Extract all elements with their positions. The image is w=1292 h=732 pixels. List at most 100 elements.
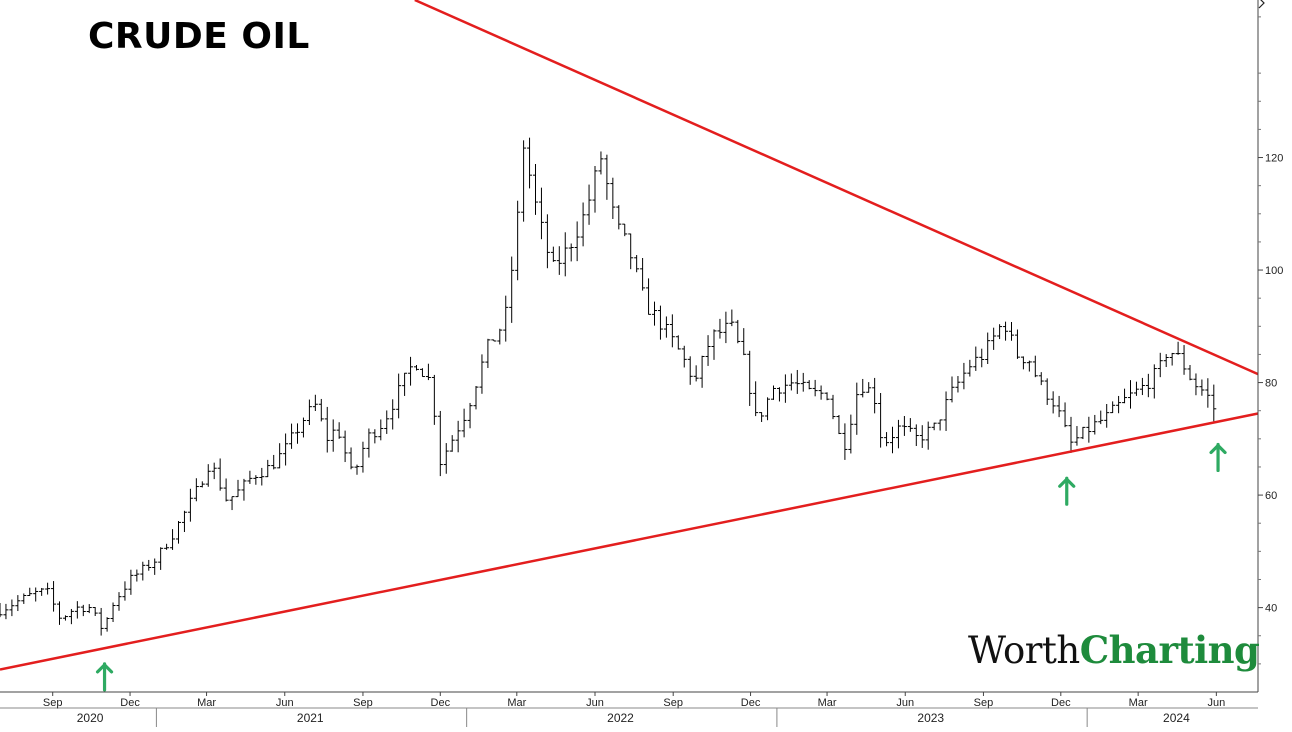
- logo-word-worth: Worth: [968, 629, 1080, 672]
- ohlc-bar: [604, 154, 610, 200]
- ohlc-bar: [735, 319, 741, 344]
- ohlc-bar: [68, 608, 74, 625]
- ohlc-bar: [15, 595, 21, 612]
- y-tick-label: 40: [1265, 603, 1277, 615]
- ohlc-bar: [134, 569, 140, 582]
- ohlc-bar: [1157, 352, 1163, 378]
- ohlc-bar: [80, 604, 86, 617]
- up-arrow-icon: [1058, 476, 1076, 506]
- ohlc-bar: [1098, 410, 1104, 425]
- ohlc-bar: [890, 426, 895, 454]
- ohlc-bar: [568, 243, 574, 262]
- ohlc-bar: [652, 301, 657, 326]
- ohlc-bar: [669, 314, 675, 348]
- ohlc-bar: [324, 406, 330, 453]
- ohlc-bar: [931, 422, 937, 431]
- x-tick-label: Mar: [1129, 697, 1148, 709]
- ohlc-bar: [663, 316, 669, 338]
- ohlc-bar: [491, 339, 497, 342]
- ohlc-bar: [104, 617, 110, 632]
- ohlc-bar: [98, 607, 104, 636]
- ohlc-bar: [199, 481, 205, 488]
- ohlc-bar: [9, 599, 15, 617]
- ohlc-bar: [586, 184, 592, 225]
- ohlc-bar: [836, 415, 842, 435]
- ohlc-bar: [1038, 372, 1044, 386]
- ohlc-bar: [402, 372, 408, 396]
- x-tick-label: Dec: [1051, 697, 1071, 709]
- ohlc-bar: [271, 454, 277, 470]
- ohlc-bar: [765, 397, 771, 421]
- ohlc-bar: [348, 447, 354, 470]
- ohlc-bar: [57, 601, 62, 625]
- ohlc-bar: [1003, 321, 1009, 341]
- ohlc-bar: [1163, 354, 1169, 368]
- ohlc-bar: [533, 164, 538, 215]
- x-tick-label: Sep: [353, 697, 373, 709]
- ohlc-bar: [675, 335, 681, 350]
- ohlc-bar: [223, 478, 229, 502]
- ohlc-bar: [610, 177, 616, 219]
- ohlc-bar: [884, 432, 890, 447]
- ohlc-bar: [687, 356, 693, 385]
- ohlc-bar: [3, 603, 9, 620]
- ohlc-bar: [949, 376, 955, 403]
- ohlc-bar: [277, 443, 283, 469]
- ohlc-bar: [961, 362, 967, 390]
- x-tick-label: Jun: [896, 697, 914, 709]
- ohlc-bar: [86, 604, 92, 614]
- support-arrows: [95, 442, 1227, 692]
- ohlc-bar: [562, 232, 568, 277]
- ohlc-bar: [527, 137, 533, 189]
- ohlc-bar: [170, 529, 176, 550]
- ohlc-bar: [1122, 388, 1128, 404]
- ohlc-bar: [1128, 380, 1133, 409]
- ohlc-bar: [794, 369, 800, 394]
- ohlc-bar: [289, 423, 295, 449]
- x-tick-label: Sep: [663, 697, 683, 709]
- y-axis-arrow-icon: [1258, 0, 1265, 9]
- ohlc-bar: [598, 151, 604, 175]
- ohlc-bar: [181, 510, 187, 533]
- ohlc-bar: [235, 479, 241, 498]
- ohlc-bar: [872, 377, 878, 414]
- ohlc-bar: [146, 559, 152, 571]
- ohlc-bar: [1139, 377, 1145, 396]
- ohlc-bar: [634, 255, 640, 273]
- ohlc-bar: [51, 581, 57, 612]
- ohlc-bar: [812, 379, 818, 397]
- ohlc-bar: [997, 324, 1003, 340]
- ohlc-bar: [907, 418, 913, 432]
- ohlc-bar: [1187, 365, 1193, 381]
- y-tick-label: 120: [1265, 153, 1283, 165]
- ohlc-bar: [187, 488, 193, 522]
- ohlc-bar: [657, 305, 663, 340]
- ohlc-bar: [467, 402, 473, 429]
- y-tick-label: 100: [1265, 265, 1283, 277]
- ohlc-bar: [580, 202, 586, 247]
- ohlc-bar: [140, 561, 146, 581]
- ohlc-bar: [1056, 395, 1062, 418]
- ohlc-bar: [1116, 395, 1122, 414]
- ohlc-bar: [842, 423, 848, 460]
- worth-charting-logo: WorthCharting: [968, 628, 1260, 672]
- ohlc-bar: [991, 327, 997, 350]
- ohlc-bar: [646, 278, 652, 315]
- ohlc-bar: [241, 478, 247, 501]
- x-tick-label: Dec: [120, 697, 140, 709]
- ohlc-bar: [943, 391, 949, 431]
- ohlc-bar: [318, 398, 324, 422]
- ohlc-bar: [342, 430, 348, 463]
- ohlc-bar: [437, 410, 443, 477]
- ohlc-bar: [312, 394, 318, 412]
- ohlc-bar: [283, 433, 289, 466]
- ohlc-bar: [158, 547, 164, 570]
- ohlc-bar: [1032, 355, 1038, 378]
- ohlc-bar: [0, 602, 3, 618]
- x-tick-label: Sep: [974, 697, 994, 709]
- ohlc-bar: [622, 223, 628, 237]
- ohlc-bar: [1086, 416, 1092, 443]
- ohlc-bar: [723, 311, 729, 344]
